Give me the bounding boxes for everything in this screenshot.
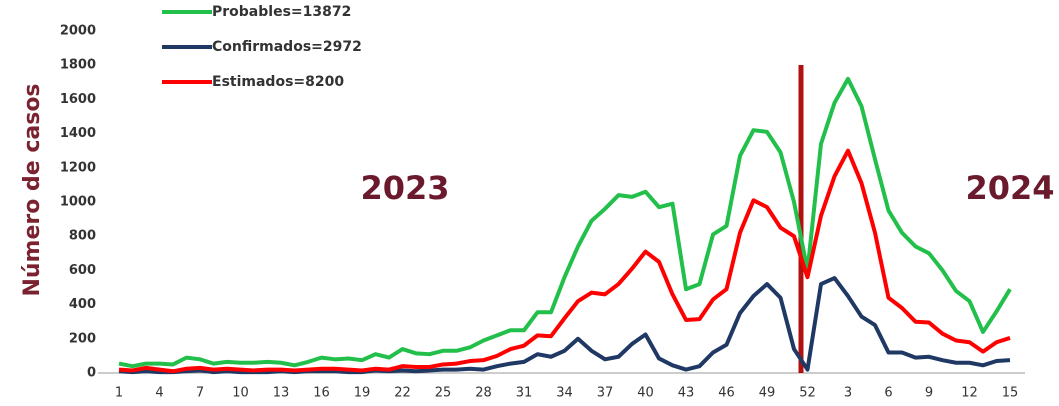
y-tick-label: 0 — [87, 366, 96, 381]
x-tick-label: 4 — [155, 386, 163, 401]
x-tick-label: 37 — [597, 386, 614, 401]
series-line — [118, 76, 1012, 369]
y-tick-label: 200 — [69, 331, 96, 346]
y-tick-label: 1800 — [60, 58, 96, 73]
x-tick-label: 40 — [637, 386, 654, 401]
legend-label: Estimados=8200 — [212, 74, 344, 90]
x-tick-label: 10 — [232, 386, 249, 401]
y-tick-label: 1000 — [60, 195, 96, 210]
x-tick-label: 46 — [718, 386, 735, 401]
annotation: 2024 — [965, 169, 1054, 207]
x-tick-label: 12 — [961, 386, 978, 401]
x-tick-label: 28 — [475, 386, 492, 401]
y-tick-label: 2000 — [60, 24, 96, 39]
series-line — [118, 148, 1011, 374]
y-tick-label: 1600 — [60, 92, 96, 107]
y-tick-label: 400 — [69, 297, 96, 312]
y-tick-label: 1200 — [60, 160, 96, 175]
x-tick-label: 3 — [844, 386, 852, 401]
x-tick-label: 31 — [516, 386, 533, 401]
x-tick-label: 49 — [759, 386, 776, 401]
x-tick-label: 7 — [196, 386, 204, 401]
legend-label: Probables=13872 — [212, 4, 351, 20]
x-tick-label: 15 — [1002, 386, 1019, 401]
x-tick-label: 22 — [394, 386, 411, 401]
x-tick-label: 25 — [435, 386, 452, 401]
x-tick-label: 16 — [313, 386, 330, 401]
y-axis-label: Número de casos — [20, 83, 45, 296]
x-tick-label: 34 — [556, 386, 573, 401]
y-tick-label: 1400 — [60, 126, 96, 141]
x-tick-label: 13 — [273, 386, 290, 401]
x-tick-label: 9 — [925, 386, 933, 401]
x-tick-label: 1 — [115, 386, 123, 401]
legend-label: Confirmados=2972 — [212, 39, 362, 55]
x-tick-label: 6 — [884, 386, 892, 401]
y-tick-label: 600 — [69, 263, 96, 278]
annotation: 2023 — [360, 169, 449, 207]
x-tick-label: 52 — [799, 386, 816, 401]
series-line — [118, 276, 1011, 375]
y-tick-label: 800 — [69, 229, 96, 244]
x-tick-label: 43 — [678, 386, 695, 401]
x-tick-label: 19 — [354, 386, 371, 401]
